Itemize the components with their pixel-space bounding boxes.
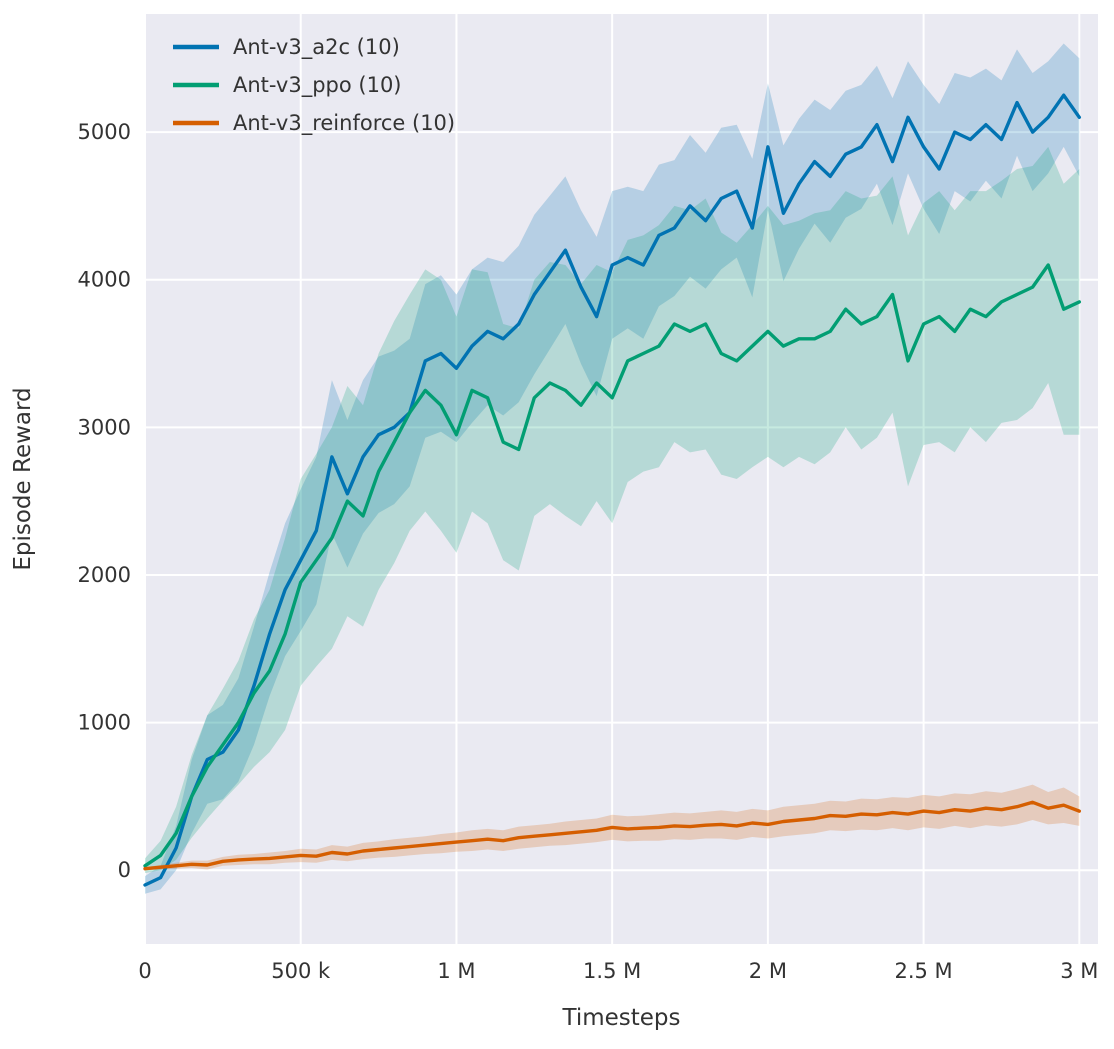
x-axis-tick-label: 0 bbox=[138, 959, 151, 983]
x-axis-tick-labels: 0 500 k 1 M 1.5 M 2 M 2.5 M 3 M bbox=[138, 959, 1098, 983]
x-axis-tick-label: 3 M bbox=[1060, 959, 1098, 983]
x-axis-tick-label: 2.5 M bbox=[894, 959, 952, 983]
legend-item-ppo: Ant-v3_ppo (10) bbox=[173, 73, 402, 98]
legend-label-reinforce: Ant-v3_reinforce (10) bbox=[233, 111, 455, 136]
y-axis-tick-label: 2000 bbox=[78, 563, 131, 587]
series-line-reinforce bbox=[143, 800, 1081, 871]
y-axis-tick-label: 4000 bbox=[78, 268, 131, 292]
legend: Ant-v3_a2c (10) Ant-v3_ppo (10) Ant-v3_rei… bbox=[173, 35, 455, 136]
y-axis-tick-label: 3000 bbox=[78, 415, 131, 439]
x-axis-tick-label: 1.5 M bbox=[583, 959, 641, 983]
series-line-a2c bbox=[143, 93, 1081, 887]
x-axis-tick-label: 2 M bbox=[749, 959, 787, 983]
confidence-band-a2c bbox=[145, 43, 1080, 894]
legend-item-reinforce: Ant-v3_reinforce (10) bbox=[173, 111, 455, 136]
legend-label-a2c: Ant-v3_a2c (10) bbox=[233, 35, 400, 60]
legend-item-a2c: Ant-v3_a2c (10) bbox=[173, 35, 400, 60]
y-axis-tick-label: 5000 bbox=[78, 120, 131, 144]
x-axis-tick-label: 500 k bbox=[271, 959, 331, 983]
x-axis-tick-label: 1 M bbox=[437, 959, 475, 983]
x-axis-label: Timesteps bbox=[561, 1005, 680, 1031]
legend-label-ppo: Ant-v3_ppo (10) bbox=[233, 73, 402, 98]
y-axis-tick-labels: 0 1000 2000 3000 4000 5000 bbox=[78, 120, 131, 882]
series-line-ppo bbox=[143, 263, 1081, 868]
confidence-band-ppo bbox=[145, 146, 1080, 874]
y-axis-tick-label: 0 bbox=[118, 858, 131, 882]
y-axis-label: Episode Reward bbox=[10, 387, 36, 570]
y-axis-tick-label: 1000 bbox=[78, 711, 131, 735]
